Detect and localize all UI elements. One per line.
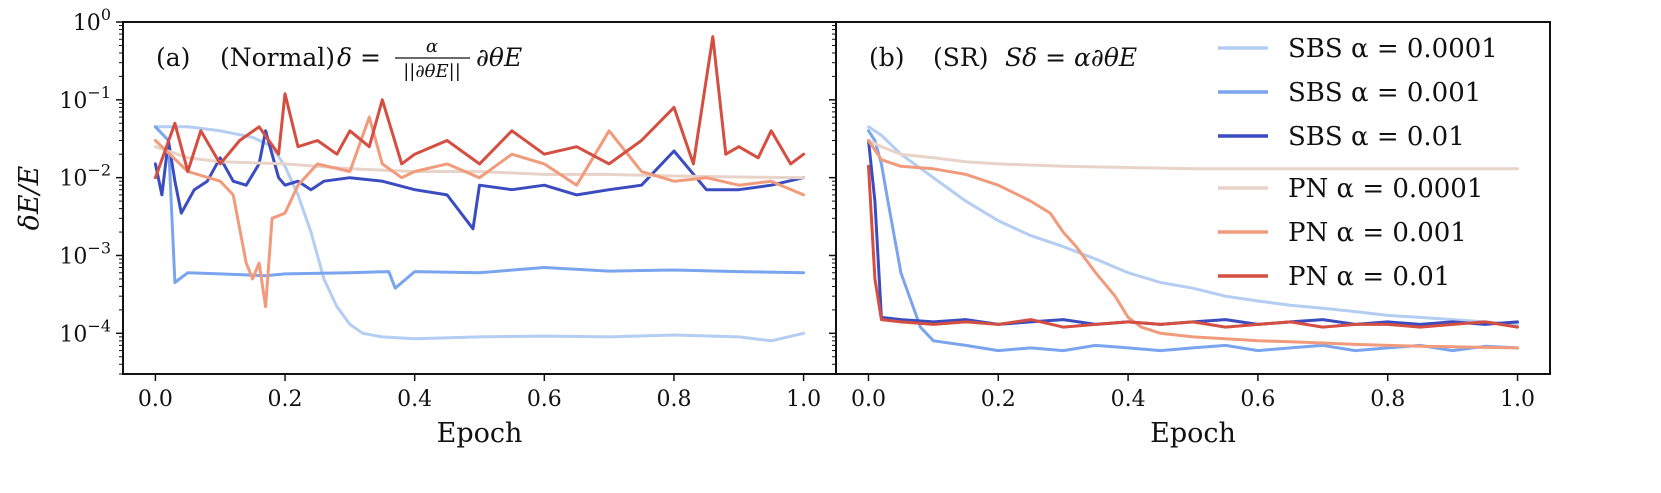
legend-label-5: PN α = 0.001: [1288, 218, 1467, 248]
series-line-3: [153, 129, 806, 231]
y-tick-exponent: −4: [87, 316, 111, 335]
axes-frame: [835, 21, 1551, 375]
x-tick-label: 1.0: [1500, 387, 1535, 412]
x-tick-label: 0.8: [1370, 387, 1405, 412]
y-tick-base: 10: [59, 89, 87, 114]
x-tick-label: 0.6: [527, 387, 562, 412]
y-tick-exponent: 0: [101, 5, 111, 24]
legend-label-1: SBS α = 0.0001: [1288, 34, 1498, 64]
y-tick-exponent: −3: [87, 238, 111, 257]
x-tick-label: 0.4: [397, 387, 432, 412]
series-line-6: [153, 35, 806, 180]
series-line-2: [867, 129, 1519, 353]
y-axis-title: δE/E: [14, 165, 45, 230]
panel-title-text: (SR): [933, 43, 988, 72]
x-tick-label: 0.2: [981, 387, 1016, 412]
y-tick-label: 100: [73, 5, 111, 36]
panel-tag: (a): [156, 43, 190, 72]
y-tick-base: 10: [59, 244, 87, 269]
panel-a: 0.0 0.2 0.4 0.6 0.8 1.010010−110−210−310−4δE/…: [14, 5, 837, 449]
legend-label-2: SBS α = 0.001: [1288, 78, 1481, 108]
formula-denominator: ||∂θE||: [403, 61, 461, 82]
y-tick-label: 10−3: [59, 238, 111, 269]
x-tick-label: 1.0: [786, 387, 821, 412]
x-tick-label: 0.4: [1111, 387, 1146, 412]
y-tick-label: 10−1: [59, 83, 111, 114]
x-axis-title: Epoch: [1150, 418, 1236, 449]
formula-b: Sδ = α∂θE: [1005, 43, 1137, 72]
series-line-2: [153, 125, 806, 290]
legend-label-6: PN α = 0.01: [1288, 262, 1450, 292]
x-tick-label: 0.0: [138, 387, 173, 412]
formula-rhs: ∂θE: [476, 43, 522, 72]
series-line-4: [867, 139, 1519, 171]
x-axis-title: Epoch: [437, 418, 523, 449]
panel-tag: (b): [869, 43, 905, 72]
panel-title-text: (Normal): [220, 43, 335, 72]
x-tick-label: 0.2: [268, 387, 303, 412]
series-line-4: [153, 145, 806, 180]
x-tick-label: 0.0: [851, 387, 886, 412]
series-line-6: [867, 164, 1519, 329]
legend: SBS α = 0.0001 SBS α = 0.001 SBS α = 0.01 P…: [1218, 34, 1498, 292]
series-line-1: [153, 125, 806, 343]
panel-b: 0.0 0.2 0.4 0.6 0.8 1.0 Epoch (b) (SR) Sδ = α∂θE: [829, 21, 1551, 449]
y-tick-base: 10: [59, 322, 87, 347]
formula-numerator: α: [426, 36, 438, 57]
legend-label-4: PN α = 0.0001: [1288, 174, 1483, 204]
x-tick-label: 0.6: [1240, 387, 1275, 412]
y-tick-label: 10−2: [59, 161, 111, 192]
axes-frame: [122, 21, 837, 375]
y-tick-exponent: −2: [87, 161, 111, 180]
x-tick-label: 0.8: [656, 387, 691, 412]
y-tick-exponent: −1: [87, 83, 111, 102]
series-line-1: [867, 125, 1519, 326]
legend-label-3: SBS α = 0.01: [1288, 122, 1465, 152]
y-tick-label: 10−4: [59, 316, 111, 347]
y-tick-base: 10: [59, 167, 87, 192]
y-tick-base: 10: [73, 11, 101, 36]
series-line-5: [153, 115, 806, 309]
formula-lhs: δ =: [337, 43, 381, 72]
